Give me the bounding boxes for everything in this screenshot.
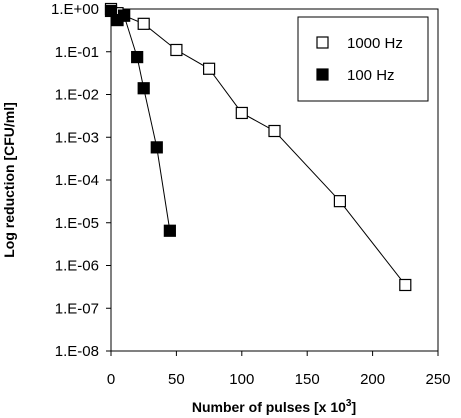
x-tick-label: 150: [295, 371, 320, 388]
x-axis-label-end: ]: [351, 399, 356, 415]
legend-box: [297, 16, 429, 102]
x-tick-label: 0: [107, 371, 115, 388]
data-point-1000hz: [170, 43, 183, 57]
data-point-1000hz: [399, 278, 412, 292]
y-axis-ticks: 1.E+00 1.E-01 1.E-02 1.E-03 1.E-04 1.E-05 1.E-…: [51, 1, 111, 360]
data-point-100hz: [150, 141, 163, 154]
data-point-1000hz: [235, 106, 248, 120]
legend: 1000 Hz 100 Hz: [297, 16, 429, 102]
legend-marker-100hz: [316, 68, 329, 81]
x-tick-label: 100: [229, 371, 254, 388]
y-tick-label: 1.E-03: [55, 129, 99, 146]
data-point-1000hz: [203, 62, 216, 75]
y-tick-label: 1.E-08: [55, 343, 99, 360]
legend-marker-1000hz: [316, 36, 329, 49]
data-point-100hz: [137, 82, 150, 95]
y-tick-label: 1.E-07: [55, 300, 99, 317]
legend-label-1000hz: 1000 Hz: [347, 35, 403, 52]
x-tick-label: 200: [360, 371, 385, 388]
series-line-100hz: [110, 10, 171, 231]
data-point-100hz: [117, 9, 131, 22]
data-point-1000hz: [137, 17, 150, 30]
y-tick-label: 1.E-02: [55, 87, 99, 104]
x-axis-ticks: 0 50 100 150 200 250: [107, 351, 451, 388]
y-axis-label: Log reduction [CFU/ml]: [1, 102, 17, 258]
y-tick-label: 1.E-05: [55, 215, 99, 232]
data-point-100hz: [104, 4, 118, 18]
y-tick-label: 1.E+00: [51, 1, 99, 18]
series-layer: [104, 2, 412, 292]
x-axis-label: Number of pulses [x 103]: [192, 398, 356, 415]
data-point-1000hz: [268, 124, 281, 138]
legend-label-100hz: 100 Hz: [347, 67, 395, 84]
y-tick-label: 1.E-06: [55, 258, 99, 275]
data-point-1000hz: [333, 195, 346, 208]
x-tick-label: 250: [425, 371, 450, 388]
y-tick-label: 1.E-04: [55, 172, 99, 189]
x-tick-label: 50: [168, 371, 185, 388]
x-axis-label-superscript: 3: [346, 398, 352, 409]
data-point-100hz: [131, 50, 144, 64]
y-tick-label: 1.E-01: [55, 44, 99, 61]
data-point-100hz: [163, 224, 176, 237]
